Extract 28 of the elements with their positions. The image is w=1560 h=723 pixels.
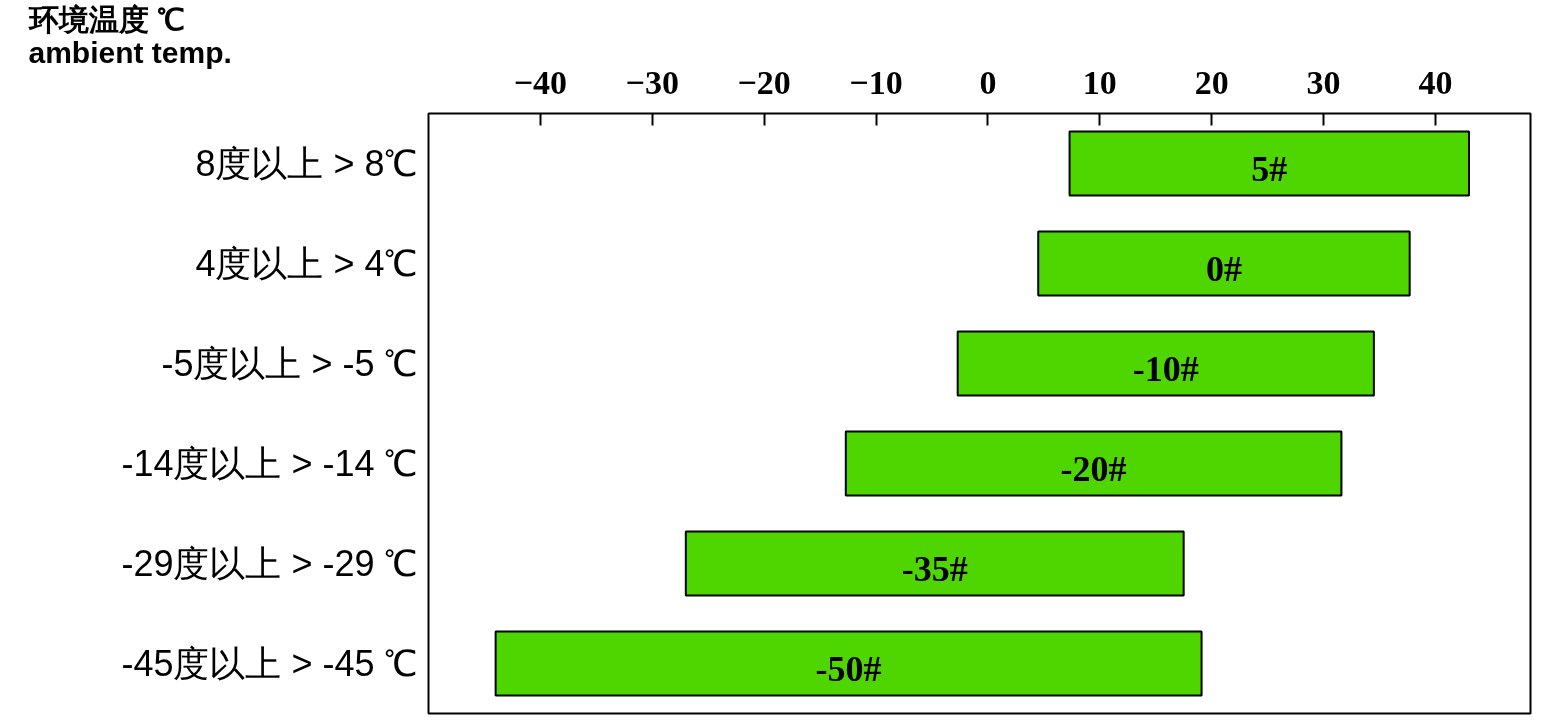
annotation: -35#	[901, 548, 968, 589]
annotation: -50#	[815, 648, 882, 689]
x-tick-label: −10	[849, 63, 903, 101]
x-tick-label: −40	[513, 63, 568, 101]
bar	[684, 530, 1185, 597]
y-axis-title: 环境温度 ℃ ambient temp.	[27, 2, 232, 69]
bar	[494, 630, 1203, 697]
bar	[956, 330, 1375, 397]
x-tick-label: 20	[1194, 63, 1229, 101]
y-tick-label: 8度以上 > 8℃	[195, 143, 418, 184]
annotation: 0#	[1205, 248, 1242, 289]
y-tick-label: 4度以上 > 4℃	[195, 243, 418, 284]
bar	[1068, 130, 1470, 197]
y-tick-label: -29度以上 > -29 ℃	[121, 543, 418, 584]
bar	[844, 430, 1343, 497]
bar	[1037, 230, 1411, 297]
x-tick-label: 10	[1082, 63, 1117, 101]
y-tick-label: -5度以上 > -5 ℃	[161, 343, 418, 384]
y-tick-label: -45度以上 > -45 ℃	[121, 643, 418, 684]
annotation: -20#	[1060, 448, 1127, 489]
annotation: 5#	[1251, 148, 1288, 189]
x-tick-label: 0	[979, 63, 997, 101]
x-tick-label: 30	[1306, 63, 1341, 101]
x-tick-label: −30	[625, 63, 679, 101]
x-tick-label: −20	[737, 63, 791, 101]
annotation: -10#	[1132, 348, 1199, 389]
x-tick-label: 40	[1418, 63, 1453, 101]
y-tick-label: -14度以上 > -14 ℃	[121, 443, 418, 484]
